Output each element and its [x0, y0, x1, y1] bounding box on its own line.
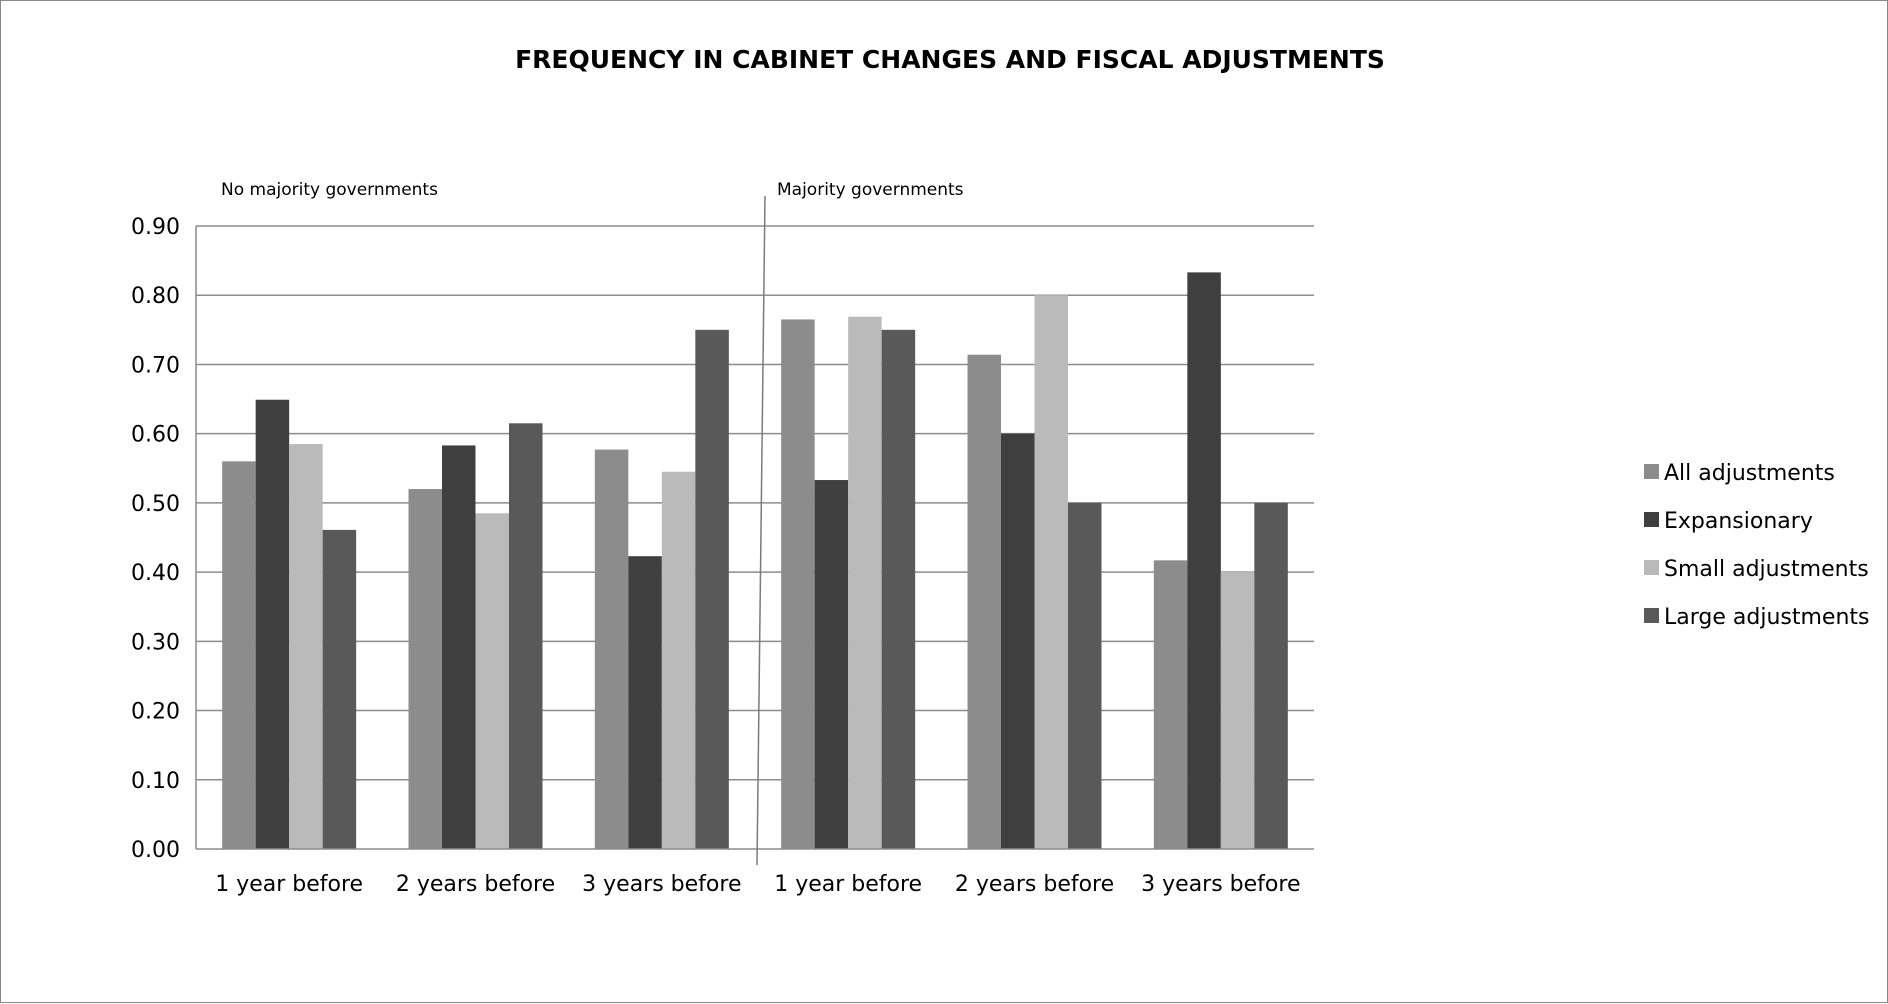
- bar: [628, 556, 662, 849]
- y-tick-label: 0.80: [131, 284, 180, 309]
- section-divider: [756, 195, 766, 866]
- y-tick-label: 0.30: [131, 630, 180, 655]
- y-tick-label: 0.00: [131, 838, 180, 863]
- bar: [814, 480, 849, 849]
- x-tick-label: 3 years before: [1141, 872, 1300, 897]
- section-label-majority: Majority governments: [777, 180, 964, 200]
- legend-label: Large adjustments: [1664, 605, 1869, 630]
- legend-label: Expansionary: [1664, 509, 1813, 534]
- bar: [222, 461, 256, 849]
- y-tick-label: 0.10: [131, 769, 180, 794]
- bar: [509, 423, 543, 849]
- legend-swatch: [1644, 608, 1659, 623]
- bar: [1220, 572, 1255, 849]
- bar: [881, 329, 916, 849]
- bar: [1068, 502, 1102, 849]
- y-tick-label: 0.40: [131, 561, 180, 586]
- y-tick-label: 0.60: [131, 423, 180, 448]
- x-tick-label: 3 years before: [582, 872, 741, 897]
- gridlines: [196, 225, 1314, 781]
- bar: [1187, 272, 1221, 849]
- y-tick-label: 0.90: [131, 215, 180, 240]
- legend-swatch: [1644, 560, 1659, 575]
- bar: [1034, 295, 1068, 849]
- legend-swatch: [1644, 512, 1659, 527]
- bar: [475, 513, 509, 849]
- bar: [255, 399, 290, 849]
- bar: [408, 489, 442, 849]
- x-tick-label: 1 year before: [774, 872, 922, 897]
- y-tick-label: 0.50: [131, 492, 180, 517]
- axes: 0.00 0.10 0.20 0.30 0.40 0.50 0.60 0.70 0.80 0.90…: [131, 195, 1314, 897]
- bar: [442, 445, 476, 849]
- bar: [594, 449, 629, 849]
- bar: [695, 329, 729, 849]
- x-tick-label: 2 years before: [955, 872, 1114, 897]
- legend-label: Small adjustments: [1664, 557, 1869, 582]
- x-tick-label: 1 year before: [215, 872, 363, 897]
- bar: [781, 319, 815, 849]
- bars: [222, 272, 1288, 849]
- bar: [967, 354, 1001, 849]
- bar: [1153, 560, 1188, 849]
- legend: All adjustments Expansionary Small adjustm…: [1644, 461, 1869, 630]
- y-tick-label: 0.20: [131, 700, 180, 725]
- x-tick-label: 2 years before: [396, 872, 555, 897]
- legend-label: All adjustments: [1664, 461, 1835, 486]
- chart-title: FREQUENCY IN CABINET CHANGES AND FISCAL …: [515, 45, 1385, 74]
- bar: [289, 444, 323, 849]
- section-label-no-majority: No majority governments: [221, 180, 438, 200]
- bar: [848, 316, 882, 849]
- bar: [322, 529, 357, 849]
- bar: [1254, 502, 1288, 849]
- section-labels: No majority governments Majority governm…: [221, 180, 964, 200]
- bar: [1001, 433, 1035, 849]
- y-tick-label: 0.70: [131, 353, 180, 378]
- bar: [661, 471, 696, 849]
- legend-swatch: [1644, 464, 1659, 479]
